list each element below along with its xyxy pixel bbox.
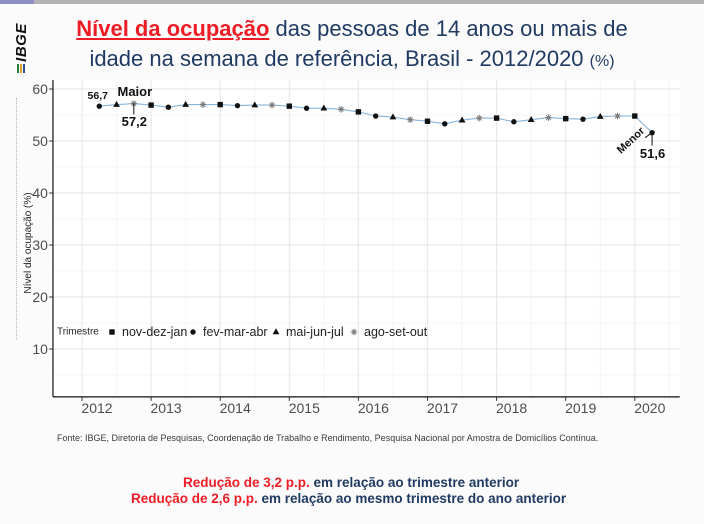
slide-title: Nível da ocupação das pessoas de 14 anos… <box>0 14 704 77</box>
data-point-circle <box>442 121 448 127</box>
asterisk-stroke <box>351 329 357 335</box>
axes: 10 20 30 40 50 60 2012 2013 2014 2015 2016 2017 2018… <box>23 80 680 416</box>
highlight-line-2: Redução de 2,6 p.p. em relação ao mesmo … <box>131 491 566 506</box>
legend-marker-asterisk <box>350 328 358 336</box>
asterisk-stroke <box>476 115 482 121</box>
data-point-circle <box>580 116 586 122</box>
y-tick-label: 20 <box>32 289 48 305</box>
x-tick-label: 2015 <box>289 400 320 416</box>
title-line-2-text: idade na semana de referência, Brasil - … <box>89 46 584 71</box>
title-highlight: Nível da ocupação <box>76 16 270 41</box>
legend-item: mai-jun-jul <box>272 325 344 339</box>
legend-marker-circle <box>190 329 196 335</box>
data-point-asterisk <box>614 112 621 120</box>
highlight-1-value: Redução de 3,2 p.p. <box>183 475 310 490</box>
y-tick-label: 10 <box>32 341 48 357</box>
legend: Trimestre nov-dez-jan fev-mar-abr mai-jun-j… <box>57 325 428 339</box>
series <box>96 100 655 136</box>
data-point-asterisk <box>337 105 345 113</box>
highlight-2-text: em relação ao mesmo trimestre do ano ant… <box>257 491 567 506</box>
data-point-square <box>493 115 500 121</box>
asterisk-stroke <box>545 114 552 121</box>
data-point-square <box>563 115 569 122</box>
legend-item: nov-dez-jan <box>109 325 187 339</box>
title-line-2: idade na semana de referência, Brasil - … <box>0 44 704 77</box>
legend-item: fev-mar-abr <box>190 325 268 339</box>
x-tick-label: 2020 <box>634 400 665 416</box>
x-tick-label: 2017 <box>427 400 458 416</box>
highlight-line-1: Redução de 3,2 p.p. em relação ao trimes… <box>183 475 519 490</box>
legend-label: ago-set-out <box>364 325 428 339</box>
title-unit: (%) <box>589 53 615 70</box>
data-point-circle <box>96 103 102 109</box>
y-tick-label: 60 <box>32 81 48 97</box>
top-bar <box>0 0 704 4</box>
data-point-triangle <box>251 101 259 108</box>
annotation-max-value: 57,2 <box>122 114 147 129</box>
data-point-circle <box>165 104 172 110</box>
asterisk-stroke <box>269 102 275 108</box>
legend-marker-triangle <box>272 328 280 335</box>
line-chart: 10 20 30 40 50 60 2012 2013 2014 2015 2016 2017 2018… <box>23 80 680 416</box>
data-point-asterisk <box>476 114 483 122</box>
data-point-triangle <box>458 116 466 123</box>
top-bar-accent <box>0 0 34 4</box>
data-point-asterisk <box>268 101 276 109</box>
y-tick-label: 50 <box>32 133 48 149</box>
legend-title: Trimestre <box>57 327 99 338</box>
y-axis-title: Nível da ocupação (%) <box>23 192 34 293</box>
data-point-circle <box>303 105 310 111</box>
asterisk-stroke <box>614 113 621 119</box>
x-tick-label: 2019 <box>565 400 596 416</box>
data-point-square <box>355 109 362 115</box>
x-tick-label: 2012 <box>81 400 112 416</box>
data-point-triangle <box>527 115 535 122</box>
legend-marker-square <box>109 329 115 335</box>
y-tick-label: 40 <box>32 185 48 201</box>
faint-vertical-watermark <box>16 98 17 340</box>
highlight-1-text: em relação ao trimestre anterior <box>309 475 520 490</box>
annotation-max-label: Maior <box>117 84 152 99</box>
source-note: Fonte: IBGE, Diretoria de Pesquisas, Coo… <box>57 433 599 443</box>
data-point-asterisk <box>545 114 552 121</box>
legend-label: nov-dez-jan <box>122 325 187 339</box>
data-point-circle <box>234 102 241 109</box>
plot-panel <box>52 80 680 397</box>
data-point-triangle <box>389 113 397 120</box>
legend-label: fev-mar-abr <box>203 325 268 339</box>
data-point-square <box>424 118 431 124</box>
plot-background <box>52 80 680 397</box>
data-point-square <box>286 103 292 109</box>
legend-label: mai-jun-jul <box>286 325 344 339</box>
data-point-triangle <box>182 100 190 107</box>
data-point-asterisk <box>406 116 414 123</box>
asterisk-stroke <box>200 101 206 108</box>
annotation-value-label: 56,7 <box>88 90 109 102</box>
data-point-square <box>217 101 223 108</box>
legend-item: ago-set-out <box>350 325 428 339</box>
title-line-1: Nível da ocupação das pessoas de 14 anos… <box>0 14 704 44</box>
x-tick-label: 2013 <box>151 400 182 416</box>
highlight-2-value: Redução de 2,6 p.p. <box>131 491 258 506</box>
data-point-square <box>632 113 638 119</box>
x-tick-label: 2016 <box>358 400 389 416</box>
gridlines <box>52 80 680 397</box>
annotation-min-value: 51,6 <box>640 146 665 161</box>
data-point-asterisk <box>199 101 207 108</box>
asterisk-stroke <box>407 117 413 123</box>
data-point-circle <box>372 113 379 119</box>
asterisk-stroke <box>338 106 344 112</box>
x-tick-label: 2014 <box>220 400 251 416</box>
y-tick-label: 30 <box>32 237 48 253</box>
data-point-circle <box>511 119 517 125</box>
x-tick-label: 2018 <box>496 400 527 416</box>
data-point-triangle <box>596 112 604 119</box>
annotation-connector <box>644 132 653 139</box>
data-point-square <box>148 102 154 108</box>
data-point-triangle <box>320 104 328 111</box>
data-point-triangle <box>113 100 120 107</box>
title-line-1-rest: das pessoas de 14 anos ou mais de <box>269 16 628 41</box>
